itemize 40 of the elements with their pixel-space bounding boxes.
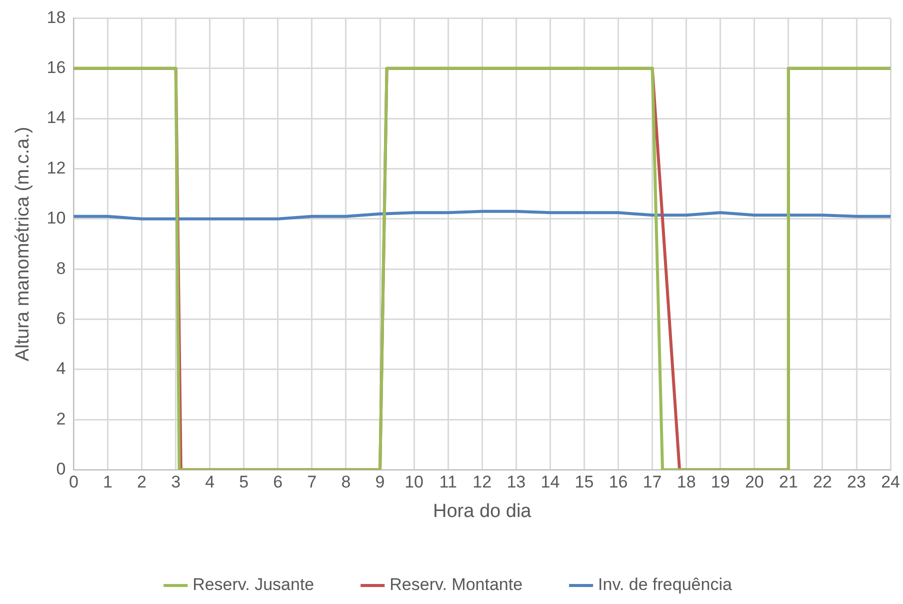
legend-label: Reserv. Montante (390, 575, 523, 594)
y-tick-label: 2 (56, 409, 66, 428)
x-tick-label: 23 (847, 472, 866, 492)
y-tick-label: 8 (56, 258, 66, 278)
x-tick-label: 5 (239, 472, 249, 492)
x-tick-label: 18 (676, 472, 696, 492)
x-tick-label: 9 (375, 472, 385, 492)
y-tick-label: 12 (46, 158, 66, 178)
x-tick-label: 14 (540, 472, 560, 492)
x-tick-label: 7 (307, 472, 317, 492)
x-tick-label: 19 (710, 472, 730, 492)
x-tick-label: 17 (642, 472, 662, 492)
x-tick-label: 11 (439, 472, 457, 492)
x-tick-label: 22 (813, 472, 832, 492)
y-tick-label: 16 (46, 58, 66, 78)
x-tick-label: 1 (103, 472, 112, 492)
x-tick-label: 10 (404, 472, 424, 492)
x-axis-title: Hora do dia (433, 500, 532, 522)
x-tick-label: 6 (273, 472, 283, 492)
legend-label: Reserv. Jusante (192, 575, 314, 594)
x-tick-label: 13 (506, 472, 526, 492)
x-tick-label: 15 (574, 472, 594, 492)
y-tick-label: 6 (56, 308, 66, 328)
y-tick-label: 18 (46, 8, 66, 27)
y-tick-label: 14 (46, 108, 66, 128)
x-tick-label: 16 (608, 472, 628, 492)
y-tick-label: 4 (56, 359, 66, 378)
x-tick-label: 2 (137, 472, 147, 492)
y-axis-title: Altura manométrica (m.c.a.) (12, 126, 34, 362)
x-tick-label: 8 (341, 472, 351, 492)
y-tick-label: 10 (46, 208, 66, 228)
x-tick-label: 20 (744, 472, 764, 492)
x-tick-label: 12 (472, 472, 492, 492)
y-tick-label: 0 (56, 459, 66, 478)
x-tick-label: 21 (778, 472, 798, 492)
x-tick-label: 0 (68, 472, 78, 492)
legend-label: Inv. de frequência (598, 575, 732, 594)
x-tick-label: 4 (205, 472, 215, 492)
x-tick-label: 3 (171, 472, 181, 492)
x-tick-label: 24 (881, 472, 900, 492)
